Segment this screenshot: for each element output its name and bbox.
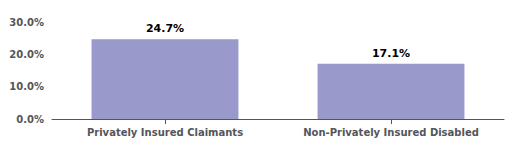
svg-text:Privately Insured Claimants: Privately Insured Claimants [87,127,243,138]
svg-text:24.7%: 24.7% [146,22,184,35]
svg-text:20.0%: 20.0% [9,49,44,60]
svg-text:17.1%: 17.1% [372,47,410,60]
svg-text:30.0%: 30.0% [9,17,44,28]
svg-text:Non-Privately Insured Disabled: Non-Privately Insured Disabled [303,127,479,138]
svg-text:0.0%: 0.0% [16,114,44,125]
svg-text:10.0%: 10.0% [9,81,44,92]
